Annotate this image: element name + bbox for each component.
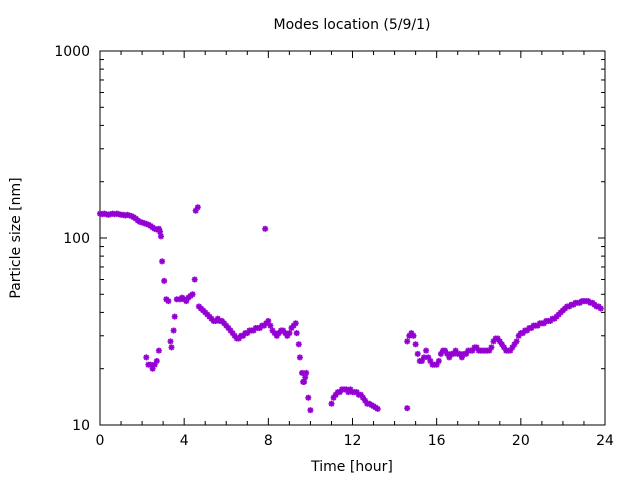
data-point	[404, 405, 411, 412]
x-tick-label: 8	[264, 433, 273, 449]
data-point	[295, 341, 302, 348]
data-point	[267, 322, 274, 329]
data-point	[412, 341, 419, 348]
data-point	[161, 277, 168, 284]
x-tick-label: 0	[96, 433, 105, 449]
data-point	[423, 347, 430, 354]
data-point	[189, 291, 196, 298]
data-point	[509, 344, 516, 351]
data-point	[410, 332, 417, 339]
data-point	[404, 338, 411, 345]
y-tick-label: 1000	[54, 44, 90, 60]
y-tick-label: 10	[72, 418, 90, 434]
data-point	[292, 320, 299, 327]
data-point	[153, 358, 160, 364]
x-tick-label: 24	[596, 433, 614, 449]
data-point	[194, 204, 201, 211]
y-tick-label: 100	[63, 231, 90, 247]
data-point	[265, 318, 272, 324]
data-point	[305, 394, 312, 401]
x-tick-label: 4	[180, 433, 189, 449]
data-point	[296, 354, 303, 361]
data-point	[293, 330, 300, 337]
plot-border	[99, 50, 606, 426]
data-point	[168, 344, 175, 351]
data-point	[597, 305, 604, 312]
data-point	[374, 405, 381, 412]
x-tick-label: 20	[512, 433, 530, 449]
x-tick-label: 12	[344, 433, 362, 449]
data-point	[262, 225, 269, 232]
data-point	[307, 407, 314, 414]
chart-title: Modes location (5/9/1)	[274, 17, 431, 33]
data-point	[513, 338, 520, 345]
data-point	[157, 228, 163, 235]
data-point	[159, 258, 166, 265]
axis-ticks: 0 4 8 12 16 20 24 10 100 1000	[54, 44, 614, 449]
data-point	[165, 298, 172, 305]
data-point	[170, 327, 177, 334]
data-point	[301, 378, 308, 385]
data-point	[360, 394, 366, 401]
data-point	[414, 350, 421, 357]
plot-frame	[99, 50, 606, 426]
data-point	[167, 338, 174, 345]
x-tick-label: 16	[428, 433, 446, 449]
data-point	[286, 330, 293, 337]
data-point	[488, 344, 495, 351]
data-points	[97, 204, 604, 414]
x-axis-label: Time [hour]	[310, 459, 393, 475]
data-point	[191, 276, 198, 283]
data-point	[155, 347, 162, 354]
data-point	[171, 313, 178, 320]
y-axis-label: Particle size [nm]	[8, 177, 24, 298]
data-point	[302, 374, 309, 381]
data-point	[158, 233, 164, 240]
data-point	[143, 354, 150, 361]
data-point	[303, 369, 310, 376]
data-point	[328, 400, 335, 407]
data-point	[435, 358, 442, 364]
